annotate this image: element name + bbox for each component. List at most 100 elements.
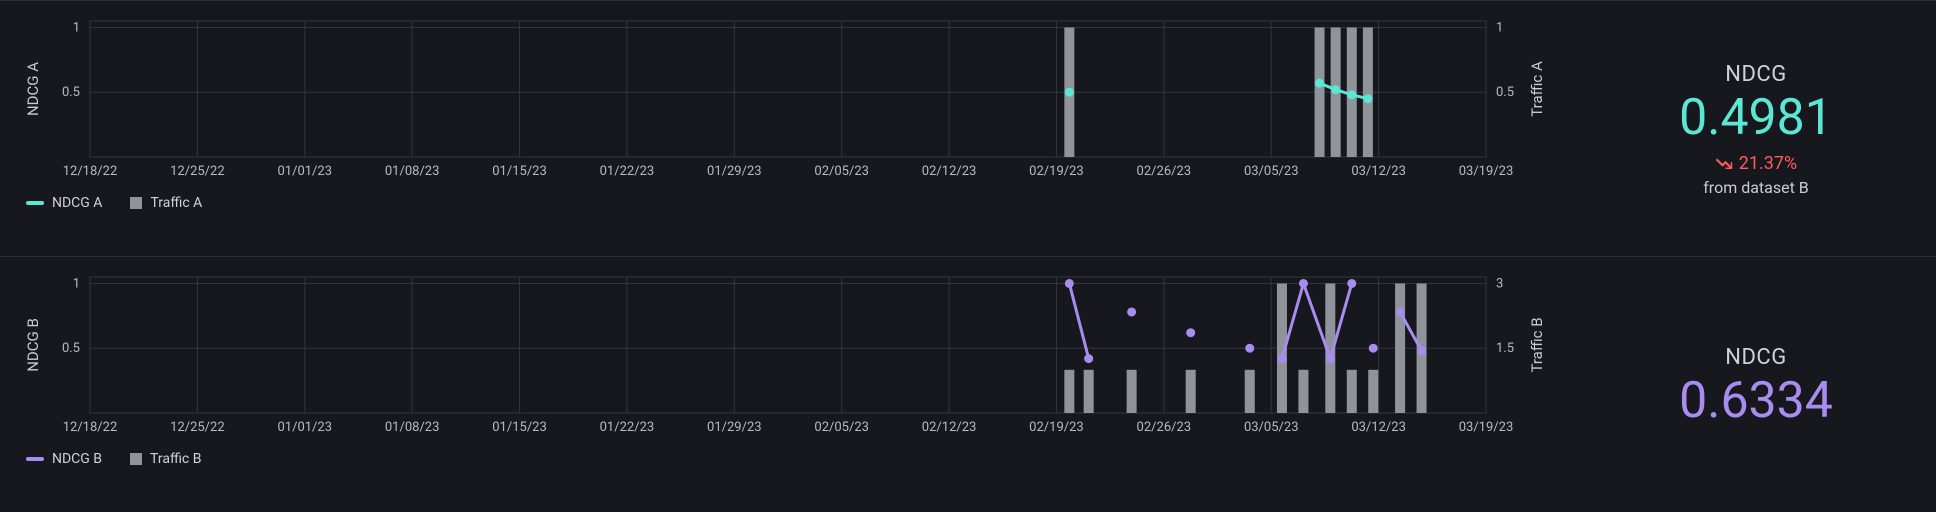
traffic-bar xyxy=(1368,370,1378,413)
legend-bar-label: Traffic B xyxy=(150,451,201,467)
metric-A: NDCG 0.4981 21.37% from dataset B xyxy=(1576,1,1936,257)
right-axis-label: Traffic B xyxy=(1528,317,1546,372)
legend-bar-B[interactable]: Traffic B xyxy=(130,451,201,467)
trend-down-icon xyxy=(1715,154,1733,172)
x-tick: 02/19/23 xyxy=(1029,420,1084,435)
y-right-tick: 3 xyxy=(1496,276,1503,291)
metric-value: 0.4981 xyxy=(1679,93,1833,143)
legend-line-swatch xyxy=(26,201,44,205)
metric-title: NDCG xyxy=(1679,62,1833,87)
ndcg-point xyxy=(1245,344,1254,353)
chart-B: 12/18/22 12/25/22 01/01/23 01/08/23 01/15/23… xyxy=(0,257,1576,512)
metric-B: NDCG 0.6334 xyxy=(1576,257,1936,512)
x-tick: 01/22/23 xyxy=(600,420,655,435)
x-tick: 02/12/23 xyxy=(922,420,977,435)
y-right-tick: 1 xyxy=(1496,20,1503,35)
y-right-tick: 1.5 xyxy=(1496,341,1514,356)
legend-line-A[interactable]: NDCG A xyxy=(26,195,102,211)
x-tick: 03/12/23 xyxy=(1351,420,1406,435)
ndcg-point xyxy=(1277,354,1286,363)
left-axis-label: NDCG A xyxy=(24,62,42,116)
x-tick: 03/19/23 xyxy=(1459,164,1514,179)
traffic-bar xyxy=(1127,370,1137,413)
legend-bar-swatch xyxy=(130,197,142,209)
ndcg-line xyxy=(1069,283,1088,358)
y-right-tick: 0.5 xyxy=(1496,85,1514,100)
traffic-bar xyxy=(1347,370,1357,413)
panel-B: 12/18/22 12/25/22 01/01/23 01/08/23 01/15/23… xyxy=(0,256,1936,512)
x-tick: 02/12/23 xyxy=(922,164,977,179)
x-tick: 12/25/22 xyxy=(170,164,225,179)
x-tick: 03/12/23 xyxy=(1351,164,1406,179)
metric-title: NDCG xyxy=(1679,345,1833,370)
x-tick: 03/05/23 xyxy=(1244,420,1299,435)
legend-bar-A[interactable]: Traffic A xyxy=(130,195,202,211)
traffic-bar xyxy=(1363,27,1373,157)
chart-svg-A: 12/18/22 12/25/22 01/01/23 01/08/23 01/15/23… xyxy=(20,11,1556,181)
y-left-tick: 1 xyxy=(73,276,80,291)
legend-bar-label: Traffic A xyxy=(150,195,202,211)
x-tick: 02/05/23 xyxy=(814,164,869,179)
x-tick: 02/19/23 xyxy=(1029,164,1084,179)
x-tick: 01/01/23 xyxy=(277,420,332,435)
panel-A: 12/18/22 12/25/22 01/01/23 01/08/23 01/15/23… xyxy=(0,0,1936,256)
ndcg-point xyxy=(1331,85,1340,94)
ndcg-point xyxy=(1065,88,1074,97)
chart-svg-B: 12/18/22 12/25/22 01/01/23 01/08/23 01/15/23… xyxy=(20,267,1556,437)
chart-A: 12/18/22 12/25/22 01/01/23 01/08/23 01/15/23… xyxy=(0,1,1576,257)
legend-line-label: NDCG A xyxy=(52,195,102,211)
traffic-bar xyxy=(1395,283,1405,413)
ndcg-point xyxy=(1127,307,1136,316)
legend-B: NDCG B Traffic B xyxy=(20,441,1556,481)
ndcg-point xyxy=(1326,354,1335,363)
metric-value: 0.6334 xyxy=(1679,376,1833,426)
x-tick: 12/18/22 xyxy=(63,164,118,179)
ndcg-point xyxy=(1417,346,1426,355)
legend-line-swatch xyxy=(26,457,44,461)
ndcg-line xyxy=(1320,83,1368,99)
x-tick: 01/08/23 xyxy=(385,164,440,179)
ndcg-point xyxy=(1065,279,1074,288)
legend-bar-swatch xyxy=(130,453,142,465)
ndcg-point xyxy=(1363,94,1372,103)
x-tick: 01/15/23 xyxy=(492,420,547,435)
ndcg-point xyxy=(1347,279,1356,288)
x-tick: 01/15/23 xyxy=(492,164,547,179)
ndcg-point xyxy=(1369,344,1378,353)
traffic-bar xyxy=(1084,370,1094,413)
x-tick: 01/22/23 xyxy=(600,164,655,179)
ndcg-point xyxy=(1186,328,1195,337)
x-tick: 03/19/23 xyxy=(1459,420,1514,435)
x-tick: 12/25/22 xyxy=(170,420,225,435)
y-left-tick: 0.5 xyxy=(62,85,80,100)
ndcg-line xyxy=(1282,283,1352,358)
x-tick: 02/26/23 xyxy=(1137,420,1192,435)
traffic-bar xyxy=(1315,27,1325,157)
metric-delta: 21.37% xyxy=(1679,153,1833,174)
x-tick: 02/05/23 xyxy=(814,420,869,435)
x-tick: 12/18/22 xyxy=(63,420,118,435)
x-tick: 01/29/23 xyxy=(707,420,762,435)
left-axis-label: NDCG B xyxy=(24,318,42,372)
x-tick: 03/05/23 xyxy=(1244,164,1299,179)
metric-sub: from dataset B xyxy=(1679,178,1833,197)
ndcg-point xyxy=(1084,354,1093,363)
x-tick: 01/01/23 xyxy=(277,164,332,179)
ndcg-point xyxy=(1347,90,1356,99)
ndcg-point xyxy=(1299,279,1308,288)
x-tick: 02/26/23 xyxy=(1137,164,1192,179)
traffic-bar xyxy=(1245,370,1255,413)
ndcg-point xyxy=(1315,79,1324,88)
y-left-tick: 0.5 xyxy=(62,341,80,356)
legend-line-B[interactable]: NDCG B xyxy=(26,451,102,467)
traffic-bar xyxy=(1064,370,1074,413)
x-tick: 01/29/23 xyxy=(707,164,762,179)
legend-line-label: NDCG B xyxy=(52,451,102,467)
legend-A: NDCG A Traffic A xyxy=(20,185,1556,225)
right-axis-label: Traffic A xyxy=(1528,61,1546,117)
traffic-bar xyxy=(1186,370,1196,413)
y-left-tick: 1 xyxy=(73,20,80,35)
ndcg-point xyxy=(1396,307,1405,316)
traffic-bar xyxy=(1298,370,1308,413)
x-tick: 01/08/23 xyxy=(385,420,440,435)
